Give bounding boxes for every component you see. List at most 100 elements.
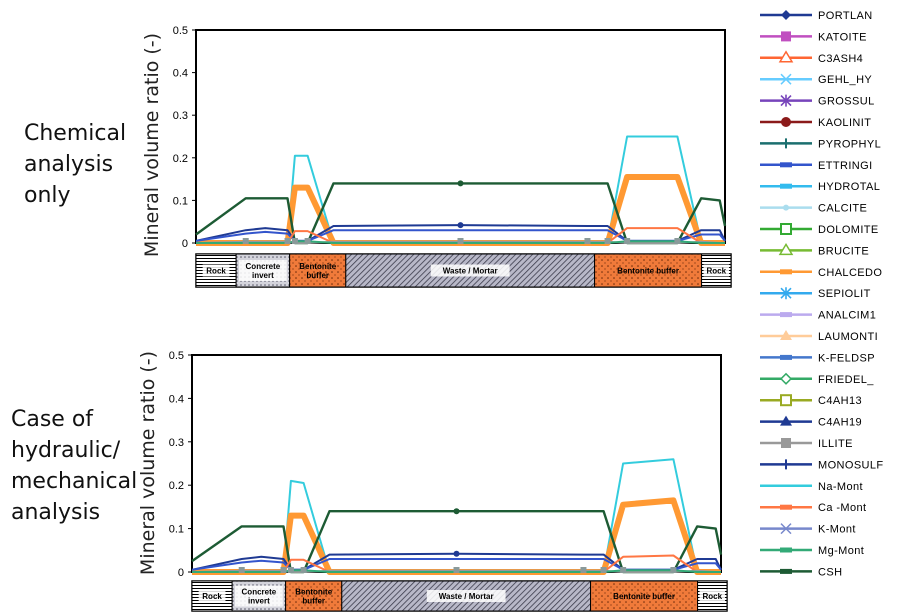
region-label: Rock <box>707 267 727 276</box>
legend-item: C4AH19 <box>760 415 862 429</box>
legend-label: C3ASH4 <box>818 53 863 65</box>
plot-frame <box>191 354 722 573</box>
illite-marker <box>674 238 681 244</box>
series-line-ettringi <box>195 229 726 242</box>
legend-marker <box>780 223 792 235</box>
legend-marker <box>780 547 792 553</box>
legend-label: C4AH19 <box>818 417 862 429</box>
y-tick-label: 0.2 <box>173 153 188 165</box>
legend-item: LAUMONTI <box>760 330 878 343</box>
legend-marker <box>780 73 792 85</box>
legend-marker <box>783 204 789 211</box>
legend-marker <box>781 138 791 149</box>
region-label: invert <box>248 597 270 606</box>
legend-item: C4AH13 <box>760 394 862 407</box>
legend-item: ILLITE <box>760 438 852 450</box>
legend-label: DOLOMITE <box>818 224 879 236</box>
y-tick-label: 0.5 <box>169 350 184 362</box>
region-label: buffer <box>302 597 325 606</box>
y-tick-label: 0.5 <box>173 25 188 37</box>
legend-item: GROSSUL <box>760 94 874 108</box>
legend-marker <box>778 242 794 256</box>
legend-item: CHALCEDO <box>760 267 882 279</box>
legend-label: ETTRINGI <box>818 160 873 172</box>
legend-marker <box>780 394 792 407</box>
legend-marker <box>780 94 792 107</box>
region-cell <box>590 580 699 612</box>
y-axis-label: Mineral volume ratio (-) <box>141 33 163 257</box>
legend-label: GEHL_HY <box>818 74 872 86</box>
region-cell <box>594 253 703 288</box>
legend-item: KAOLINIT <box>760 117 871 129</box>
region-cell <box>289 253 347 288</box>
y-tick-label: 0.2 <box>169 480 184 492</box>
legend-marker <box>780 312 792 318</box>
legend-label: ANALCIM1 <box>818 310 876 322</box>
region-label: Rock <box>703 592 723 601</box>
region-label: Concrete <box>242 588 277 597</box>
legend-label: KATOITE <box>818 31 867 43</box>
illite-marker <box>620 567 627 573</box>
y-tick-label: 0 <box>178 567 184 579</box>
legend-label: PYROPHYL <box>818 138 881 150</box>
series-line-csh <box>191 510 723 574</box>
series-point <box>453 508 460 515</box>
region-label: Bentonite <box>295 588 332 597</box>
case-label-chemical: Chemical analysis only <box>24 121 127 208</box>
legend-marker <box>780 183 792 189</box>
region-label: Waste / Mortar <box>443 267 498 276</box>
legend-item: Mg-Mont <box>760 545 864 557</box>
legend-marker <box>780 354 792 360</box>
region-label: Rock <box>202 592 222 601</box>
illite-marker <box>280 567 287 573</box>
region-label: Bentonite buffer <box>617 267 679 276</box>
illite-marker <box>580 567 587 573</box>
illite-marker <box>670 567 677 573</box>
legend-label: K-FELDSP <box>818 352 875 364</box>
legend-marker <box>781 10 791 20</box>
illite-marker <box>600 567 607 573</box>
series-point <box>453 550 460 557</box>
legend-item: SEPIOLIT <box>760 287 871 300</box>
legend-label: CSH <box>818 566 842 578</box>
illite-marker <box>304 238 311 244</box>
legend-item: Na-Mont <box>760 481 863 493</box>
legend-item: MONOSULF <box>760 459 883 471</box>
region-label-bg <box>703 264 729 277</box>
legend-item: PORTLAN <box>760 10 873 22</box>
region-label: Concrete <box>246 262 281 271</box>
legend: PORTLAN KATOITE C3ASH4 GEHL_HY GROSSUL KAOLIN… <box>760 10 883 578</box>
y-tick-label: 0.4 <box>173 68 188 80</box>
legend-marker <box>780 415 792 426</box>
series-line-csh <box>195 182 727 245</box>
legend-item: K-Mont <box>760 523 855 536</box>
legend-marker <box>780 330 792 340</box>
legend-item: HYDROTAL <box>760 181 880 193</box>
legend-label: HYDROTAL <box>818 181 880 193</box>
legend-label: CALCITE <box>818 203 867 215</box>
y-tick-label: 0 <box>182 238 188 250</box>
y-tick-label: 0.1 <box>169 524 184 536</box>
legend-label: SEPIOLIT <box>818 288 871 300</box>
region-label: Bentonite <box>299 262 336 271</box>
illite-marker <box>604 238 611 244</box>
legend-item: K-FELDSP <box>760 352 875 364</box>
legend-label: C4AH13 <box>818 395 862 407</box>
region-label: Bentonite buffer <box>613 592 675 601</box>
legend-marker <box>781 31 791 42</box>
legend-item: BRUCITE <box>760 242 869 257</box>
legend-item: PYROPHYL <box>760 138 881 150</box>
legend-marker <box>781 459 791 470</box>
illite-marker <box>284 238 291 244</box>
legend-label: PORTLAN <box>818 10 873 22</box>
legend-item: ANALCIM1 <box>760 310 876 322</box>
illite-marker <box>457 238 464 244</box>
illite-marker <box>238 567 245 573</box>
illite-marker <box>453 567 460 573</box>
legend-label: LAUMONTI <box>818 331 878 343</box>
case-label-hydraulic: Case of hydraulic/ mechanical analysis <box>11 407 138 525</box>
legend-marker <box>780 269 792 275</box>
legend-marker <box>780 523 792 535</box>
legend-marker <box>780 162 792 168</box>
